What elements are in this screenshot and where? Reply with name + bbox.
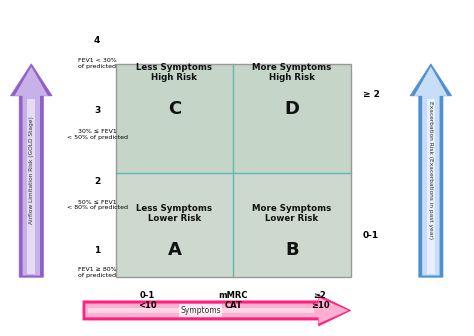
Polygon shape [410,64,452,277]
Text: More Symptoms
Lower Risk: More Symptoms Lower Risk [252,204,332,223]
Polygon shape [15,67,48,276]
Text: 4: 4 [94,36,100,45]
Polygon shape [27,99,35,274]
Text: FEV1 ≥ 80%
of predicted: FEV1 ≥ 80% of predicted [78,267,117,278]
Polygon shape [83,295,351,326]
Text: FEV1 < 30%
of predicted: FEV1 < 30% of predicted [78,58,117,69]
Text: Less Symptoms
Lower Risk: Less Symptoms Lower Risk [137,204,212,223]
Bar [116,173,351,277]
Text: C: C [168,100,181,118]
Text: 1: 1 [94,246,100,255]
Polygon shape [10,64,52,277]
Text: 0-1
<10: 0-1 <10 [137,291,156,310]
Text: A: A [167,241,182,259]
Text: 3: 3 [94,107,100,115]
Text: 50% ≤ FEV1
< 80% of predicted: 50% ≤ FEV1 < 80% of predicted [67,200,128,210]
Bar [116,64,351,277]
Text: 30% ≤ FEV1
< 50% of predicted: 30% ≤ FEV1 < 50% of predicted [67,129,128,140]
Polygon shape [85,297,348,324]
Text: D: D [284,100,300,118]
Bar [116,64,351,173]
Text: ≥2
≥10: ≥2 ≥10 [310,291,329,310]
Text: mMRC
CAT: mMRC CAT [219,291,248,310]
Polygon shape [414,67,447,276]
Text: ≥ 2: ≥ 2 [363,90,380,98]
Text: 2: 2 [94,177,100,186]
Text: Exacerbation Risk (Exacerbations in past year): Exacerbation Risk (Exacerbations in past… [428,101,433,240]
Polygon shape [88,307,314,313]
Bar [180,304,222,317]
Text: More Symptoms
High Risk: More Symptoms High Risk [252,62,332,82]
Text: Airflow Limitation Risk (GOLD Stage): Airflow Limitation Risk (GOLD Stage) [29,117,34,224]
Text: Less Symptoms
High Risk: Less Symptoms High Risk [137,62,212,82]
Text: Symptoms: Symptoms [181,306,221,315]
Polygon shape [427,99,435,274]
Text: 0-1: 0-1 [363,231,379,240]
Text: B: B [285,241,299,259]
